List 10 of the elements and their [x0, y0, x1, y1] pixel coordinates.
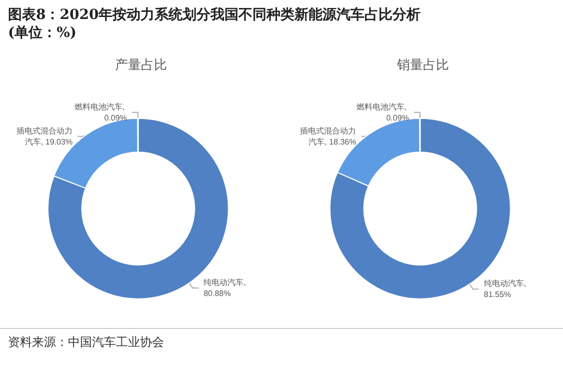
slice-label: 纯电动汽车, 80.88%: [204, 278, 248, 298]
slice-label: 燃料电池汽车, 0.09%: [356, 102, 409, 122]
chart-title: 产量占比: [115, 57, 167, 72]
slice-label: 纯电动汽车, 81.55%: [484, 279, 528, 300]
slice-label: 插电式混合动力汽车, 19.03%: [16, 126, 73, 146]
chart-title: 销量占比: [396, 57, 449, 72]
slice-label: 燃料电池汽车, 0.09%: [74, 102, 127, 122]
text: 图表8：2020年按动力系统划分我国不同种类新能源汽车占比分析(单位：%): [8, 6, 422, 42]
slice-label: 插电式混合动力汽车, 18.36%: [300, 126, 356, 146]
text: 资料来源：中国汽车工业协会: [8, 334, 164, 351]
